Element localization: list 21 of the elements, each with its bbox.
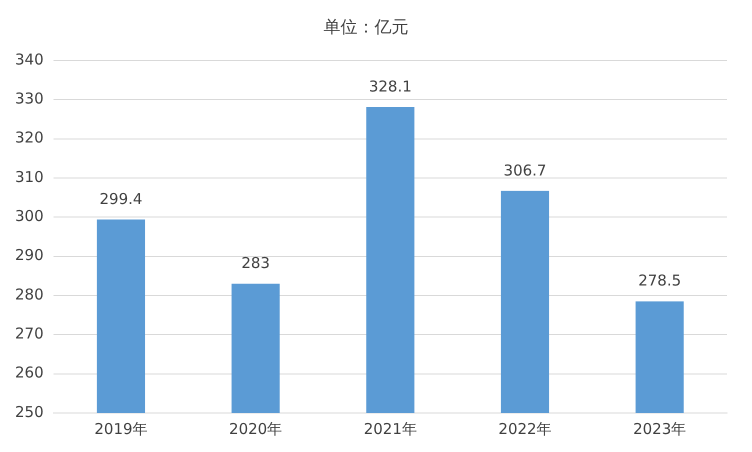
x-tick-label: 2020年 — [229, 420, 282, 438]
data-label: 328.1 — [368, 77, 412, 96]
y-tick-label: 290 — [14, 246, 44, 264]
x-tick-label: 2023年 — [633, 420, 686, 438]
y-tick-label: 250 — [14, 402, 44, 421]
data-label: 299.4 — [99, 190, 142, 208]
y-tick-label: 270 — [14, 324, 44, 343]
y-tick-label: 340 — [14, 50, 44, 68]
x-tick-label: 2021年 — [364, 420, 417, 438]
y-tick-label: 300 — [14, 207, 44, 225]
y-tick-label: 310 — [14, 168, 44, 186]
data-label: 278.5 — [638, 272, 682, 290]
data-label: 283 — [241, 254, 270, 272]
x-tick-label: 2019年 — [94, 420, 148, 438]
data-label: 306.7 — [504, 161, 546, 180]
y-tick-label: 320 — [14, 128, 44, 147]
y-tick-label: 330 — [14, 89, 44, 108]
x-tick-label: 2022年 — [498, 420, 552, 438]
y-tick-label: 280 — [14, 285, 44, 304]
chart-title: 单位：亿元 — [324, 18, 408, 38]
y-tick-label: 260 — [14, 364, 44, 382]
